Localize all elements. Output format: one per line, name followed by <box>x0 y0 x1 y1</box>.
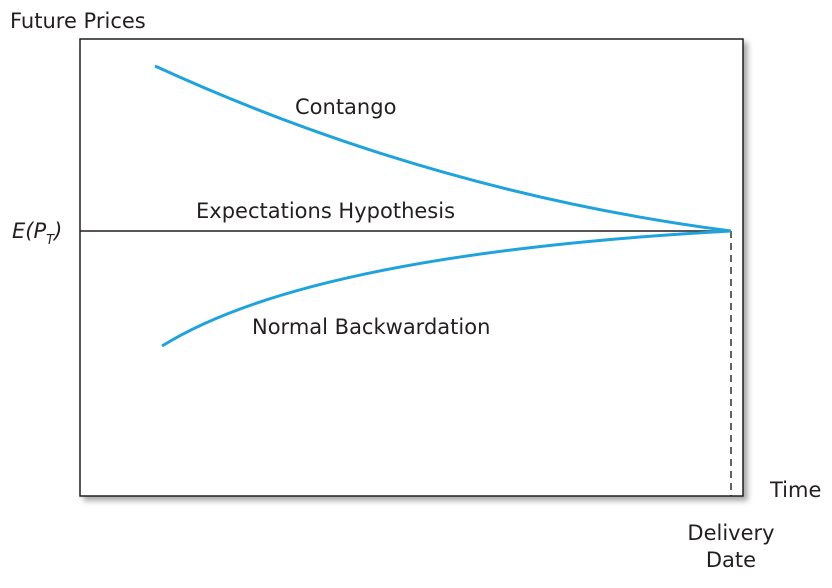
delivery-date-label-line2: Date <box>706 548 756 572</box>
backwardation-label: Normal Backwardation <box>252 315 490 339</box>
ep-subscript: T <box>46 233 55 248</box>
contango-label: Contango <box>295 95 396 119</box>
ep-label: E(PT) <box>12 219 62 248</box>
x-axis-label: Time <box>769 478 821 502</box>
ep-suffix: ) <box>52 219 62 243</box>
plot-frame <box>79 38 744 497</box>
delivery-date-label-line1: Delivery <box>687 521 774 545</box>
expectations-hypothesis-label: Expectations Hypothesis <box>196 199 455 223</box>
y-axis-label: Future Prices <box>10 9 146 33</box>
ep-prefix: E(P <box>12 219 46 243</box>
backwardation-curve <box>161 229 732 348</box>
contango-curve <box>154 64 732 233</box>
